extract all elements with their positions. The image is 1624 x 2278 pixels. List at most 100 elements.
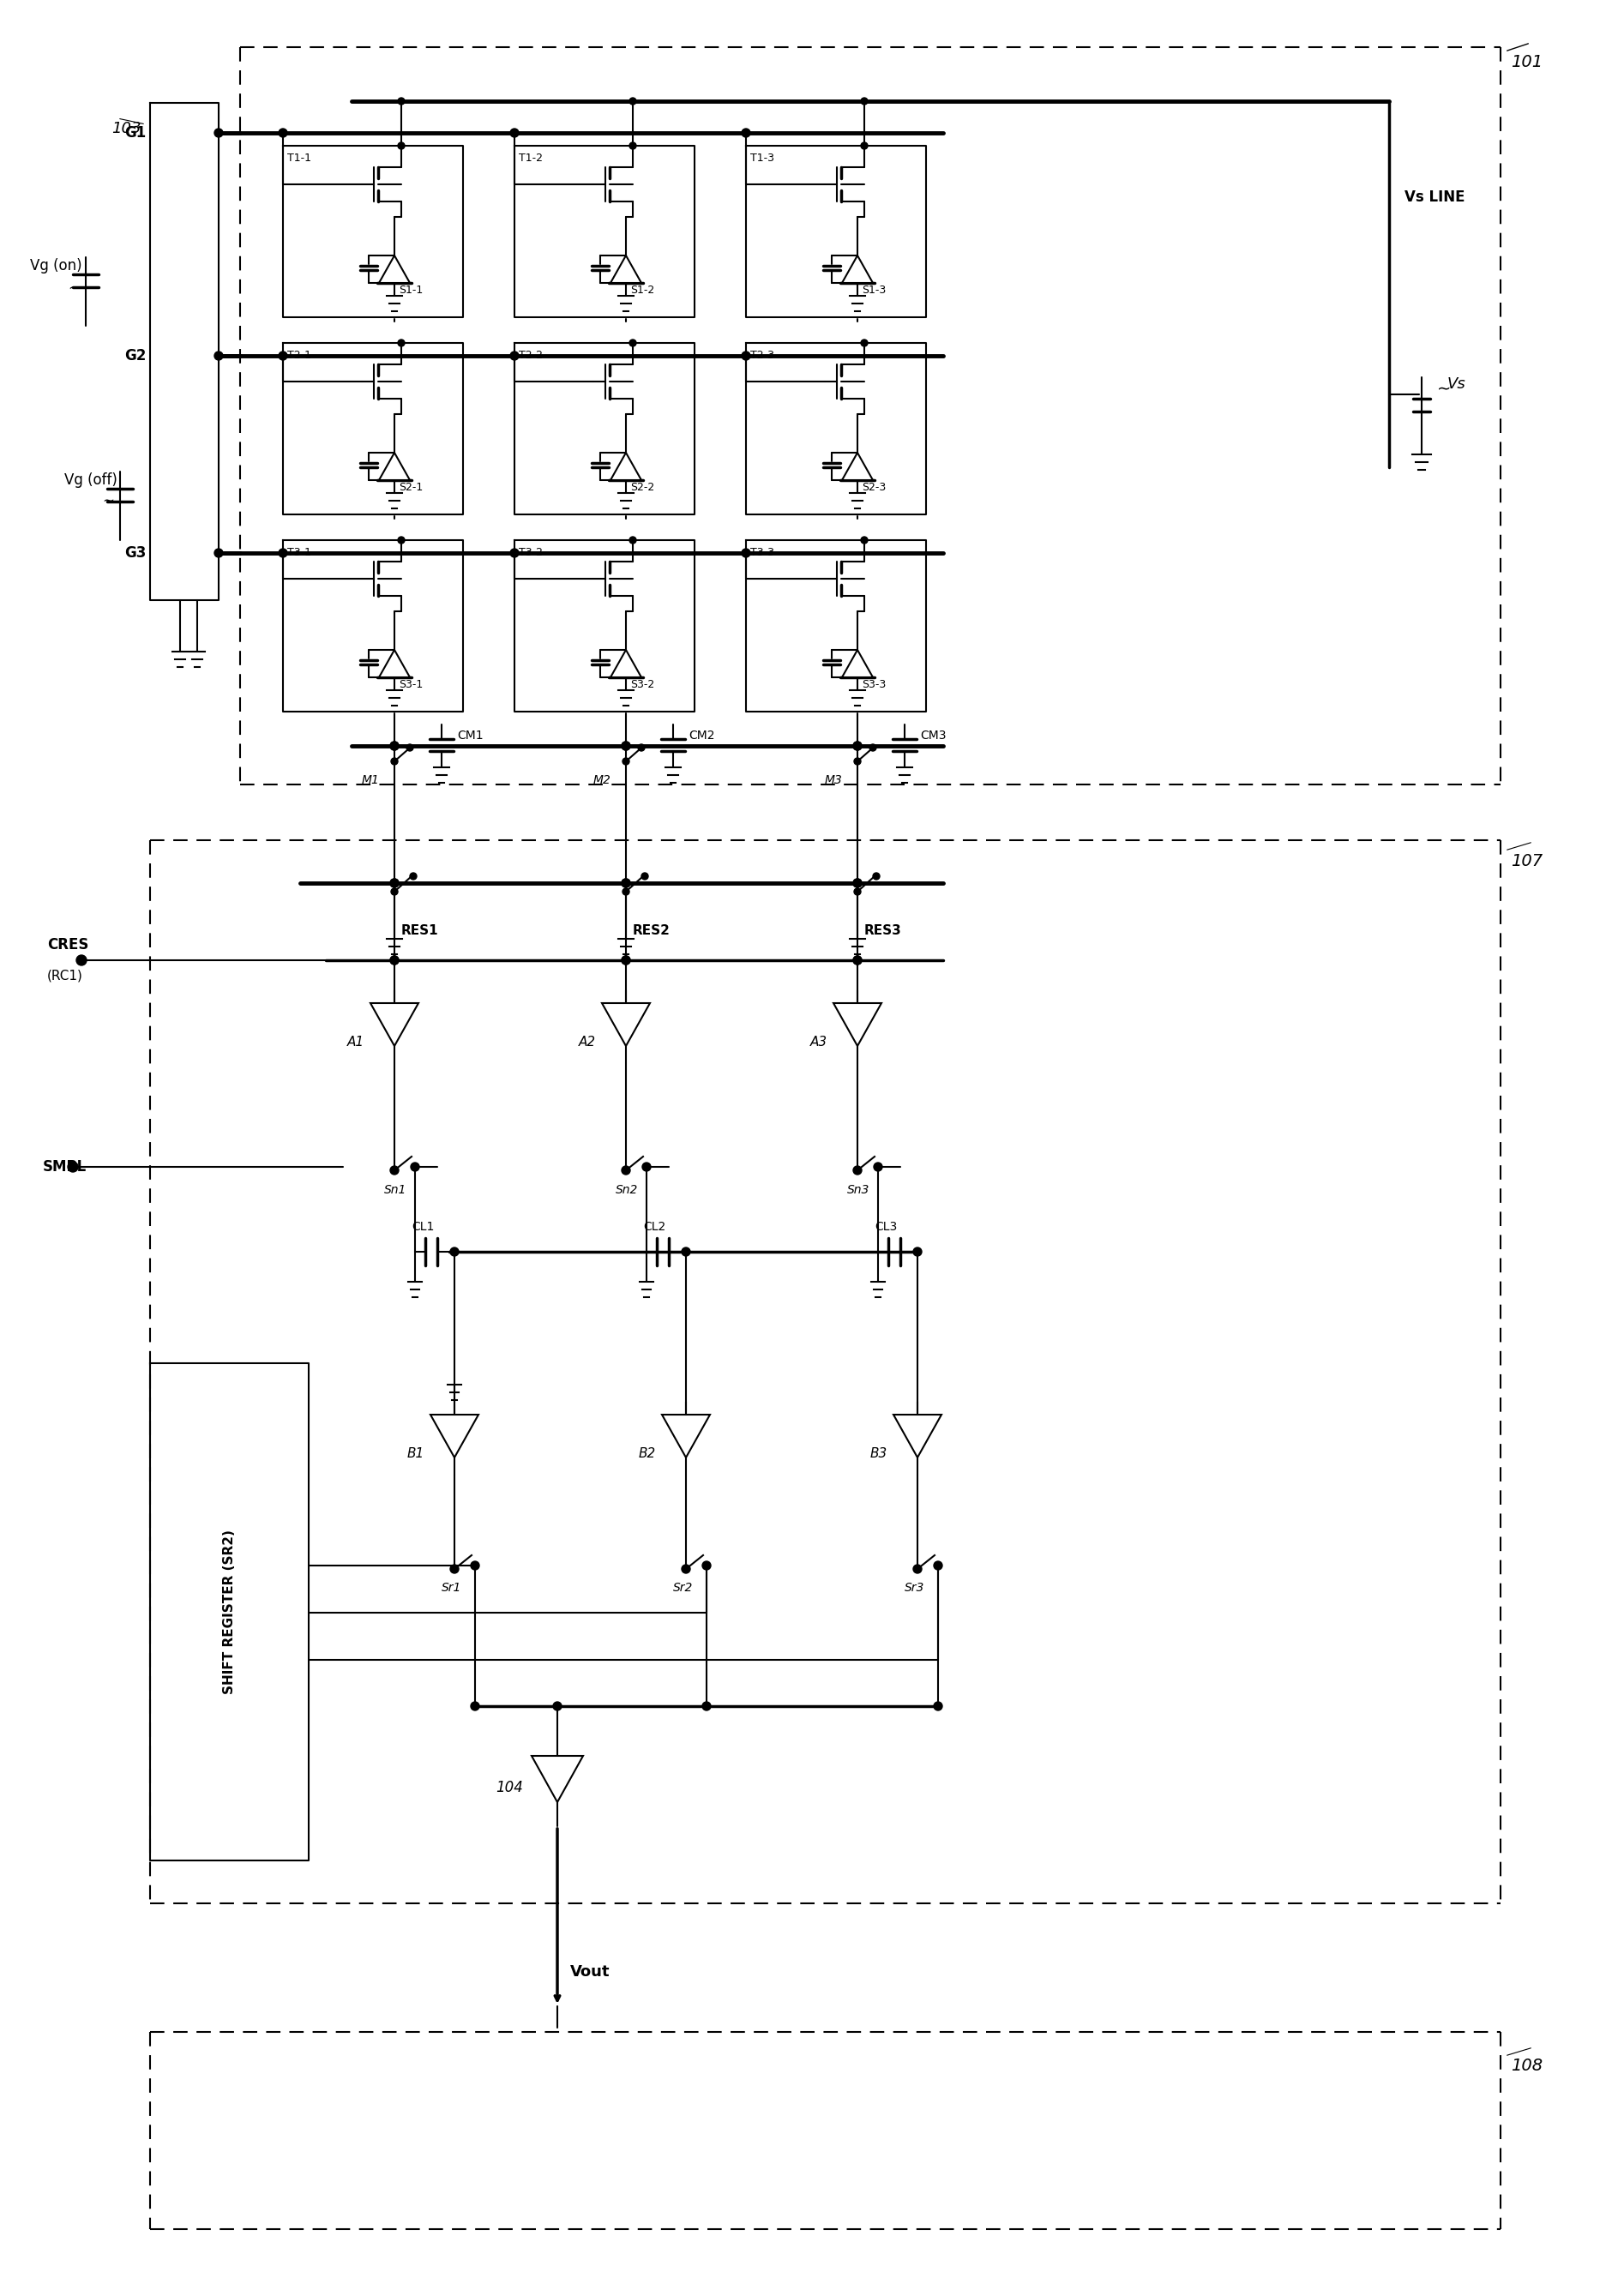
Circle shape (68, 1162, 78, 1171)
Text: B1: B1 (408, 1447, 424, 1460)
Circle shape (409, 872, 417, 879)
Text: S1-3: S1-3 (862, 285, 887, 296)
Circle shape (913, 1565, 922, 1574)
Text: $\sim$: $\sim$ (1434, 380, 1450, 396)
Circle shape (853, 879, 862, 888)
Circle shape (913, 1248, 922, 1255)
Text: CL2: CL2 (643, 1221, 666, 1232)
Circle shape (622, 879, 630, 888)
Circle shape (279, 351, 287, 360)
Text: A3: A3 (810, 1034, 828, 1048)
Text: T3-1: T3-1 (287, 547, 312, 558)
Text: Sn2: Sn2 (615, 1185, 638, 1196)
Circle shape (554, 1702, 562, 1711)
Polygon shape (611, 255, 641, 282)
Text: M2: M2 (593, 775, 611, 786)
Text: S3-1: S3-1 (400, 679, 422, 690)
Circle shape (510, 351, 518, 360)
Circle shape (682, 1565, 690, 1574)
Polygon shape (663, 1415, 710, 1458)
Circle shape (390, 879, 400, 888)
Text: S2-1: S2-1 (400, 483, 422, 492)
Polygon shape (378, 255, 409, 282)
Text: T2-2: T2-2 (518, 351, 542, 360)
Text: 107: 107 (1510, 852, 1543, 870)
Circle shape (853, 1166, 862, 1175)
Circle shape (861, 538, 867, 544)
Polygon shape (841, 649, 872, 677)
Circle shape (914, 1248, 921, 1255)
Circle shape (398, 339, 404, 346)
Circle shape (872, 872, 880, 879)
Text: Vout: Vout (570, 1964, 611, 1980)
Circle shape (622, 759, 630, 765)
Text: T1-1: T1-1 (287, 153, 312, 164)
Text: S3-3: S3-3 (862, 679, 887, 690)
Circle shape (411, 1162, 419, 1171)
Text: 101: 101 (1510, 55, 1543, 71)
Circle shape (390, 743, 400, 749)
Text: B3: B3 (870, 1447, 887, 1460)
Text: S2-3: S2-3 (862, 483, 887, 492)
Circle shape (76, 954, 86, 966)
Circle shape (861, 98, 867, 105)
Text: 108: 108 (1510, 2057, 1543, 2073)
Text: CM2: CM2 (689, 729, 715, 743)
Text: Vg (off): Vg (off) (65, 472, 117, 487)
Circle shape (630, 339, 637, 346)
Circle shape (390, 957, 400, 964)
Circle shape (214, 351, 222, 360)
Text: S1-1: S1-1 (400, 285, 422, 296)
Text: RES1: RES1 (401, 925, 438, 936)
Circle shape (682, 1248, 690, 1255)
Text: SMPL: SMPL (42, 1160, 86, 1175)
Circle shape (861, 339, 867, 346)
Circle shape (874, 1162, 882, 1171)
Text: Vs: Vs (1447, 376, 1466, 392)
Circle shape (630, 98, 637, 105)
Circle shape (622, 743, 630, 749)
Polygon shape (841, 453, 872, 481)
Polygon shape (430, 1415, 479, 1458)
Text: S2-2: S2-2 (630, 483, 654, 492)
Polygon shape (378, 649, 409, 677)
Circle shape (682, 1248, 689, 1255)
Circle shape (622, 1166, 630, 1175)
Text: Sr1: Sr1 (442, 1581, 461, 1595)
Circle shape (471, 1560, 479, 1570)
Circle shape (934, 1702, 942, 1711)
Circle shape (854, 759, 861, 765)
Circle shape (853, 879, 862, 888)
Circle shape (622, 957, 630, 964)
Circle shape (279, 549, 287, 558)
Text: B2: B2 (638, 1447, 656, 1460)
Text: $\sim$: $\sim$ (65, 280, 80, 294)
Text: RES2: RES2 (633, 925, 671, 936)
Text: A1: A1 (348, 1034, 364, 1048)
Circle shape (391, 759, 398, 765)
Polygon shape (378, 453, 409, 481)
Circle shape (471, 1702, 479, 1711)
Text: T3-3: T3-3 (750, 547, 775, 558)
Text: M3: M3 (823, 775, 841, 786)
Text: G3: G3 (123, 544, 146, 560)
Circle shape (854, 888, 861, 895)
Circle shape (214, 549, 222, 558)
Text: S1-2: S1-2 (630, 285, 654, 296)
Text: SHIFT REGISTER (SR2): SHIFT REGISTER (SR2) (222, 1529, 235, 1695)
Circle shape (742, 128, 750, 137)
Circle shape (630, 141, 637, 148)
Circle shape (510, 549, 518, 558)
Text: CL3: CL3 (875, 1221, 896, 1232)
Circle shape (641, 1162, 651, 1171)
Circle shape (853, 957, 862, 964)
Text: Vg (on): Vg (on) (29, 257, 81, 273)
Circle shape (869, 745, 877, 752)
Circle shape (742, 549, 750, 558)
Circle shape (853, 957, 862, 964)
Text: 103: 103 (112, 121, 141, 137)
Circle shape (451, 1248, 458, 1255)
Circle shape (510, 128, 518, 137)
Circle shape (390, 743, 400, 749)
Text: S3-2: S3-2 (630, 679, 654, 690)
